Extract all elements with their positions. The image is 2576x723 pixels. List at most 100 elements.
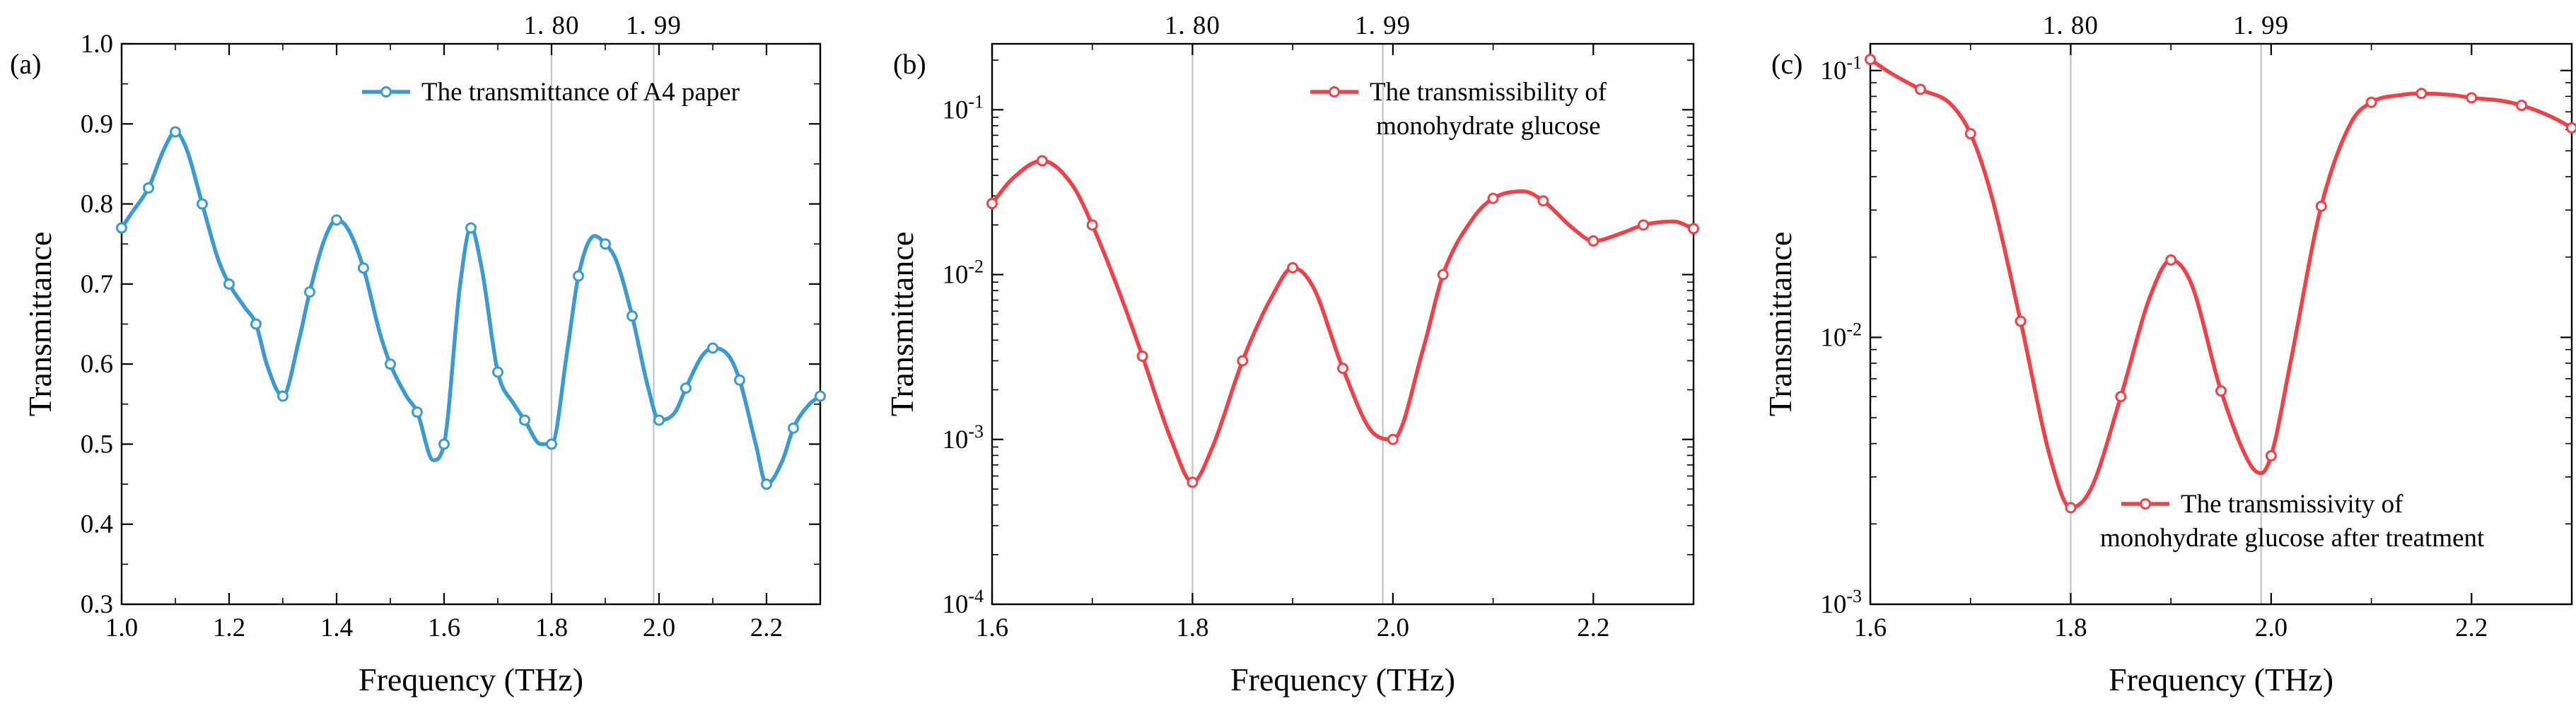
y-tick-label: 10-1 — [1820, 52, 1862, 86]
data-point — [1865, 54, 1876, 66]
x-tick-label: 2.0 — [2255, 613, 2287, 642]
x-tick-label: 1.8 — [2054, 613, 2087, 642]
data-point — [1487, 192, 1499, 204]
data-point — [2265, 449, 2277, 462]
x-tick-label: 1.4 — [320, 613, 353, 642]
legend-marker — [1329, 86, 1340, 98]
data-point — [761, 478, 772, 490]
legend-marker — [2140, 498, 2151, 510]
x-tick-label: 1.2 — [213, 613, 245, 642]
data-point — [2415, 88, 2428, 100]
data-point — [815, 390, 826, 402]
data-point — [1036, 155, 1048, 167]
data-point — [1437, 269, 1449, 281]
data-point — [1287, 261, 1299, 274]
y-tick-label: 0.6 — [81, 350, 113, 379]
data-point — [358, 262, 369, 274]
data-point — [1587, 235, 1599, 247]
data-point — [788, 422, 799, 434]
data-point — [2165, 254, 2177, 266]
data-point — [680, 382, 692, 394]
reference-line-label: 1. 80 — [2043, 11, 2099, 40]
data-point — [331, 214, 342, 226]
panel-label: (c) — [1771, 48, 1802, 80]
y-axis-title: Transmittance — [884, 232, 920, 417]
data-point — [2566, 122, 2576, 134]
data-point — [626, 310, 638, 322]
legend-label: The transmissibility of — [1370, 78, 1607, 107]
y-tick-label: 0.3 — [81, 590, 113, 619]
data-point — [986, 197, 998, 209]
x-tick-label: 2.0 — [1377, 613, 1409, 642]
data-point — [412, 406, 423, 418]
series-line — [1870, 57, 2572, 510]
data-point — [250, 318, 262, 330]
y-tick-label: 0.8 — [81, 190, 113, 219]
y-tick-label: 0.4 — [81, 510, 113, 539]
x-tick-label: 2.2 — [2455, 613, 2488, 642]
data-point — [2215, 385, 2227, 397]
legend-marker — [380, 86, 392, 98]
y-tick-label: 10-1 — [942, 91, 984, 124]
data-point — [1187, 476, 1199, 488]
x-tick-label: 2.2 — [750, 613, 783, 642]
data-point — [2516, 100, 2528, 112]
series-line — [992, 158, 1694, 485]
data-point — [170, 126, 181, 138]
data-point — [2315, 200, 2327, 212]
y-axis-title: Transmittance — [22, 232, 58, 417]
data-point — [223, 278, 235, 290]
data-point — [465, 222, 477, 234]
data-point — [143, 182, 154, 194]
data-point — [573, 270, 584, 282]
chart-panel-1: 1. 80 1. 99 1.0 1.2 1.4 1.6 1.8 2.0 2.2 0.3 0.4 0.5… — [10, 11, 826, 698]
y-tick-label: 10-2 — [942, 257, 984, 290]
data-point — [116, 222, 127, 234]
reference-line-label: 1. 80 — [524, 11, 580, 40]
y-tick-label: 10-3 — [942, 421, 984, 454]
data-point — [734, 374, 745, 386]
x-axis-title: Frequency (THz) — [359, 662, 583, 698]
data-point — [600, 238, 611, 250]
data-point — [277, 390, 289, 402]
panel-label: (a) — [10, 48, 41, 80]
x-tick-label: 1.8 — [535, 613, 568, 642]
data-point — [1387, 433, 1399, 445]
x-tick-label: 2.2 — [1577, 613, 1609, 642]
plot-frame — [120, 42, 822, 606]
data-point — [438, 438, 450, 450]
reference-line-label: 1. 99 — [2233, 11, 2289, 40]
data-point — [385, 358, 396, 370]
data-point — [304, 286, 315, 298]
data-point — [1337, 363, 1348, 375]
data-point — [1136, 350, 1148, 362]
data-point — [546, 438, 557, 450]
x-tick-label: 1.6 — [1854, 613, 1887, 642]
reference-line-label: 1. 80 — [1165, 11, 1220, 40]
data-point — [2115, 391, 2127, 403]
legend-label: The transmissivity of — [2181, 490, 2403, 519]
data-point — [2065, 502, 2077, 514]
data-point — [1964, 128, 1976, 140]
data-point — [1914, 83, 1926, 95]
x-axis-title: Frequency (THz) — [1230, 662, 1455, 698]
y-tick-label: 0.5 — [81, 430, 113, 459]
data-point — [519, 414, 530, 426]
y-tick-label: 0.7 — [81, 270, 113, 299]
y-axis-title: Transmittance — [1762, 232, 1798, 417]
data-point — [1237, 355, 1249, 367]
y-tick-label: 0.9 — [81, 110, 113, 139]
reference-line-label: 1. 99 — [626, 11, 682, 40]
chart-panel-2: 1. 80 1. 99 1.6 1.8 2.0 2.2 10-4 10-3 10-2 10-1 Fr… — [884, 11, 1699, 698]
data-point — [1537, 195, 1549, 207]
legend-label: monohydrate glucose — [1376, 112, 1601, 141]
x-tick-label: 1.6 — [976, 613, 1008, 642]
x-tick-label: 1.6 — [428, 613, 460, 642]
reference-line-label: 1. 99 — [1355, 11, 1411, 40]
plot-frame — [1869, 42, 2573, 606]
data-point — [1688, 223, 1699, 235]
data-point — [2365, 96, 2377, 108]
data-point — [653, 414, 665, 426]
data-point — [1086, 219, 1098, 231]
